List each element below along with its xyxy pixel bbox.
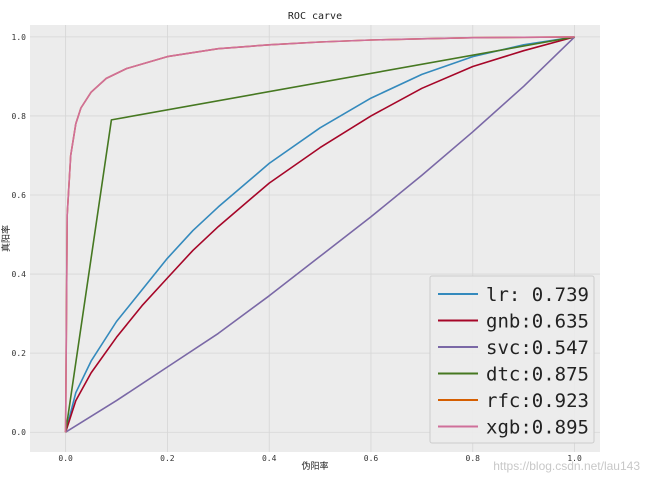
- legend-label-dtc: dtc:0.875: [486, 364, 589, 386]
- grid-lines: [30, 25, 600, 452]
- y-tick-label: 0.8: [12, 112, 27, 121]
- watermark-url: https://blog.csdn.net/lau143: [493, 459, 640, 473]
- x-tick-label: 0.2: [160, 454, 175, 463]
- legend: lr: 0.739 gnb:0.635 svc:0.547 dtc:0.875 rfc:…: [429, 275, 595, 444]
- y-tick-label: 0.0: [12, 428, 27, 437]
- legend-label-lr: lr: 0.739: [486, 284, 589, 306]
- series-line-dtc: [64, 36, 575, 433]
- y-tick-label: 0.2: [12, 349, 27, 358]
- series-line-lr: [64, 36, 575, 433]
- series-line-svc: [65, 36, 576, 433]
- y-tick-label: 0.6: [12, 191, 27, 200]
- x-tick-label: 0.0: [58, 454, 73, 463]
- series-lines: [64, 36, 576, 433]
- legend-label-rfc: rfc:0.923: [486, 390, 589, 412]
- x-tick-label: 1.0: [567, 454, 582, 463]
- x-axis-label: 伪阳率: [301, 460, 328, 472]
- chart-title: ROC carve: [288, 11, 342, 22]
- y-tick-label: 0.4: [12, 270, 27, 279]
- x-tick-label: 0.6: [364, 454, 379, 463]
- y-tick-label: 1.0: [12, 33, 27, 42]
- legend-label-gnb: gnb:0.635: [486, 311, 589, 333]
- legend-box: [429, 275, 595, 444]
- tick-labels: 0.0 0.2 0.4 0.6 0.8 1.0 0.0 0.2 0.4 0.6 0.8 1.0: [12, 33, 582, 463]
- x-tick-label: 0.8: [466, 454, 481, 463]
- x-tick-label: 0.4: [262, 454, 277, 463]
- series-line-xgb: [64, 36, 575, 433]
- legend-label-svc: svc:0.547: [486, 337, 589, 359]
- legend-label-xgb: xgb:0.895: [486, 417, 589, 439]
- series-line-gnb: [64, 36, 575, 433]
- y-axis-label: 真阳率: [0, 225, 12, 252]
